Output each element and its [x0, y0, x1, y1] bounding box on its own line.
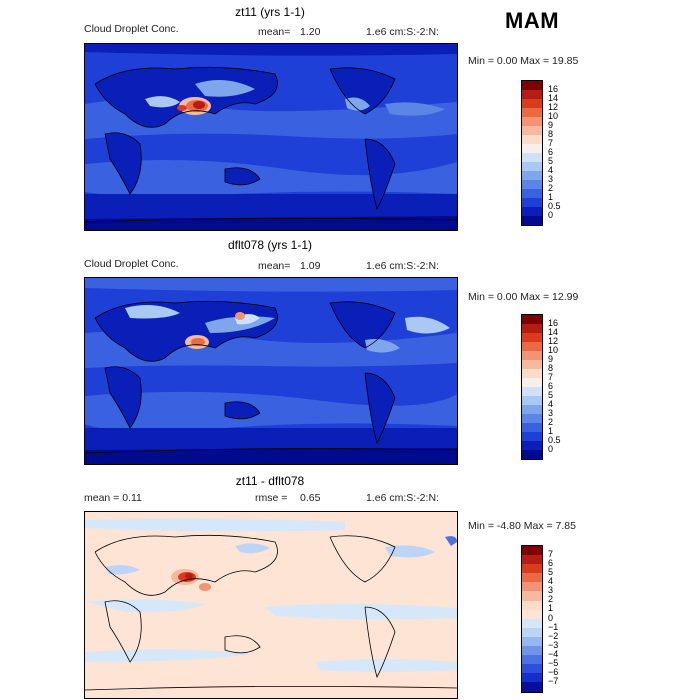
panel-3-colorbar-label: 7 [548, 549, 554, 559]
panel-3-colorbar-label: 0 [548, 613, 554, 623]
panel-3-colorbar-label: −5 [548, 658, 559, 668]
panel-3-map-field [85, 512, 457, 698]
panel-3-colorbar-label: −7 [548, 676, 559, 686]
panel-1-colorbar-label: 5 [548, 156, 554, 166]
panel-1-mean-label: mean= [258, 26, 291, 38]
panel-3-units: 1.e6 cm:S:-2:N: [366, 492, 439, 504]
panel-1-colorbar-label: 10 [548, 111, 559, 121]
panel-3-colorbar-label: 3 [548, 585, 554, 595]
panel-2-colorbar [521, 314, 543, 460]
panel-3-range: Min = -4.80 Max = 7.85 [468, 520, 576, 532]
panel-2-colorbar-label: 0.5 [548, 435, 561, 445]
panel-1-colorbar-label: 0 [548, 210, 554, 220]
panel-1-colorbar-label: 9 [548, 120, 554, 130]
panel-2-colorbar-label: 9 [548, 354, 554, 364]
panel-3-colorbar-label: 5 [548, 567, 554, 577]
panel-1-colorbar-label: 4 [548, 165, 554, 175]
panel-1-colorbar-label: 0.5 [548, 201, 561, 211]
panel-3-colorbar-label: −4 [548, 649, 559, 659]
panel-3-colorbar-label: −2 [548, 631, 559, 641]
panel-1-colorbar-label: 1 [548, 192, 554, 202]
panel-2-variable-label: Cloud Droplet Conc. [84, 258, 179, 270]
panel-1-title: zt11 (yrs 1-1) [235, 5, 305, 19]
panel-3-rmse-value: 0.65 [300, 492, 321, 504]
panel-3-title: zt11 - dflt078 [235, 474, 305, 488]
panel-3-colorbar-label: 4 [548, 576, 554, 586]
panel-3-colorbar-label: −3 [548, 640, 559, 650]
panel-2-colorbar-label: 8 [548, 363, 554, 373]
panel-3-colorbar-label: 2 [548, 594, 554, 604]
panel-2-range: Min = 0.00 Max = 12.99 [468, 291, 579, 303]
panel-2-map [84, 277, 458, 465]
panel-1-mean-value: 1.20 [300, 26, 321, 38]
panel-3-colorbar-label: 1 [548, 603, 554, 613]
panel-1-range: Min = 0.00 Max = 19.85 [468, 55, 579, 67]
panel-3-colorbar-label: 6 [548, 558, 554, 568]
panel-2-colorbar-label: 16 [548, 318, 559, 328]
panel-1-colorbar-label: 3 [548, 174, 554, 184]
panel-2-mean-label: mean= [258, 260, 291, 272]
panel-3-map [84, 511, 458, 699]
panel-2-units: 1.e6 cm:S:-2:N: [366, 260, 439, 272]
panel-2-colorbar-label: 6 [548, 381, 554, 391]
panel-2-colorbar-label: 3 [548, 408, 554, 418]
panel-2-colorbar-label: 12 [548, 336, 559, 346]
panel-2-colorbar-label: 1 [548, 426, 554, 436]
panel-2-colorbar-label: 4 [548, 399, 554, 409]
panel-1-colorbar-label: 16 [548, 84, 559, 94]
panel-1-colorbar [521, 80, 543, 226]
panel-1-variable-label: Cloud Droplet Conc. [84, 23, 179, 35]
panel-1-colorbar-label: 8 [548, 129, 554, 139]
panel-1-colorbar-label: 2 [548, 183, 554, 193]
panel-1-map [84, 43, 458, 231]
panel-2-colorbar-label: 2 [548, 417, 554, 427]
panel-1-map-field [85, 44, 457, 230]
panel-2-colorbar-label: 14 [548, 327, 559, 337]
panel-2-map-field [85, 278, 457, 464]
panel-2-colorbar-label: 5 [548, 390, 554, 400]
panel-2-colorbar-label: 10 [548, 345, 559, 355]
panel-3-colorbar [521, 545, 543, 693]
panel-2-colorbar-label: 7 [548, 372, 554, 382]
panel-1-units: 1.e6 cm:S:-2:N: [366, 26, 439, 38]
panel-3-mean-label: mean = 0.11 [84, 492, 142, 504]
panel-2-mean-value: 1.09 [300, 260, 321, 272]
panel-3-colorbar-label: −1 [548, 622, 559, 632]
season-label: MAM [505, 8, 560, 33]
panel-3-colorbar-label: −6 [548, 667, 559, 677]
panel-3-rmse-label: rmse = [255, 492, 288, 504]
panel-1-colorbar-label: 14 [548, 93, 559, 103]
panel-1-colorbar-label: 7 [548, 138, 554, 148]
panel-1-colorbar-label: 6 [548, 147, 554, 157]
panel-2-colorbar-label: 0 [548, 444, 554, 454]
panel-2-title: dflt078 (yrs 1-1) [227, 238, 313, 252]
panel-1-colorbar-label: 12 [548, 102, 559, 112]
